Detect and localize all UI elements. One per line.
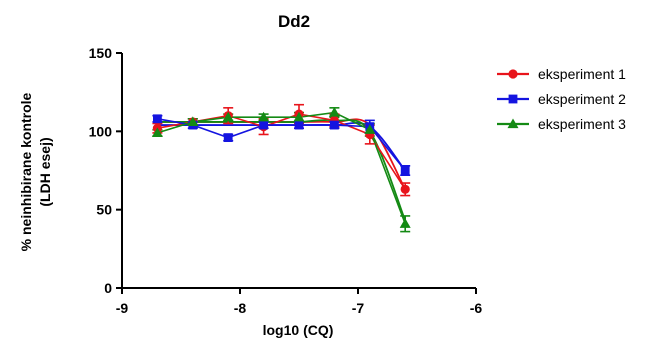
data-point (330, 120, 339, 130)
legend-marker (507, 118, 519, 129)
axes: -9 -8 -7 -6 0 50 100 150 (89, 45, 483, 316)
legend: eksperiment 1 eksperiment 2 eksperiment 3 (497, 66, 626, 132)
data-point (328, 107, 340, 117)
legend-label: eksperiment 2 (538, 91, 626, 107)
legend-marker (508, 94, 518, 104)
x-axis-label: log10 (CQ) (263, 322, 334, 338)
data-point (222, 111, 234, 122)
y-tick-label: 100 (89, 123, 113, 139)
y-tick-label: 0 (104, 280, 112, 296)
data-point (259, 120, 268, 130)
data-point (400, 184, 410, 194)
x-tick-label: -9 (116, 300, 129, 316)
data-point (223, 133, 233, 142)
y-tick-label: 50 (96, 202, 112, 218)
data-point (187, 116, 199, 127)
data-point (364, 124, 376, 134)
data-point (151, 127, 163, 138)
data-point (258, 111, 270, 122)
x-tick-label: -8 (234, 300, 247, 316)
data-markers (151, 107, 411, 228)
y-axis-label-line-1: % neinhibirane kontrole (18, 92, 34, 251)
x-tick-label: -6 (470, 300, 483, 316)
y-axis-label-line-2: (LDH esej) (37, 137, 53, 206)
x-tick-label: -7 (352, 300, 365, 316)
legend-label: eksperiment 1 (538, 66, 626, 82)
data-point (153, 114, 162, 124)
data-point (293, 111, 305, 122)
y-tick-label: 150 (89, 45, 113, 61)
y-axis-label: % neinhibirane kontrole (LDH esej) (18, 92, 53, 251)
data-point (400, 166, 410, 175)
series-line (157, 111, 406, 225)
chart-title: Dd2 (278, 12, 310, 31)
data-point (294, 120, 304, 130)
data-point (399, 218, 411, 228)
legend-label: eksperiment 3 (538, 116, 626, 132)
legend-marker (508, 69, 518, 79)
